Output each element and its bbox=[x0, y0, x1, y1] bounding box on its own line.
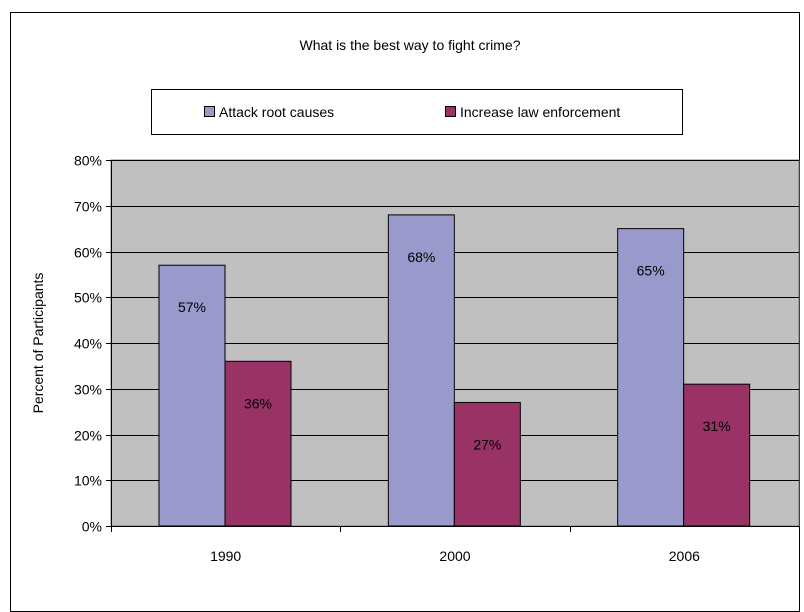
data-label-increase-law-enforcement-1990: 36% bbox=[244, 395, 272, 411]
legend-label-attack-root-causes: Attack root causes bbox=[219, 104, 335, 120]
bar-increase-law-enforcement-1990 bbox=[224, 360, 292, 527]
y-tick-label: 80% bbox=[74, 153, 102, 169]
chart-legend: Attack root causes Increase law enforcem… bbox=[151, 89, 683, 135]
data-label-attack-root-causes-2006: 65% bbox=[637, 263, 665, 279]
bar-attack-root-causes-2000 bbox=[387, 214, 455, 527]
y-axis-title: Percent of Participants bbox=[30, 273, 46, 414]
y-tick-label: 10% bbox=[74, 473, 102, 489]
data-label-attack-root-causes-2000: 68% bbox=[407, 249, 435, 265]
bar-increase-law-enforcement-2000 bbox=[453, 401, 521, 527]
x-tick-label: 2006 bbox=[669, 548, 700, 564]
y-tick-label: 20% bbox=[74, 428, 102, 444]
legend-swatch-increase-law-enforcement bbox=[445, 106, 456, 117]
chart-title: What is the best way to fight crime? bbox=[299, 37, 521, 53]
y-tick-label: 70% bbox=[74, 199, 102, 215]
x-tick-label: 1990 bbox=[210, 548, 241, 564]
y-tick-label: 40% bbox=[74, 336, 102, 352]
y-tick-label: 60% bbox=[74, 245, 102, 261]
y-tick-label: 50% bbox=[74, 290, 102, 306]
legend-item-increase-law-enforcement: Increase law enforcement bbox=[445, 104, 620, 120]
y-tick-label: 30% bbox=[74, 382, 102, 398]
legend-label-increase-law-enforcement: Increase law enforcement bbox=[460, 104, 621, 120]
data-label-increase-law-enforcement-2000: 27% bbox=[473, 436, 501, 452]
data-label-attack-root-causes-1990: 57% bbox=[178, 299, 206, 315]
legend-swatch-attack-root-causes bbox=[204, 106, 215, 117]
data-label-increase-law-enforcement-2006: 31% bbox=[703, 418, 731, 434]
bar-increase-law-enforcement-2006 bbox=[683, 383, 751, 527]
legend-item-attack-root-causes: Attack root causes bbox=[204, 104, 334, 120]
bar-attack-root-causes-2006 bbox=[617, 228, 685, 527]
x-tick-label: 2000 bbox=[439, 548, 470, 564]
y-tick-label: 0% bbox=[82, 519, 102, 535]
